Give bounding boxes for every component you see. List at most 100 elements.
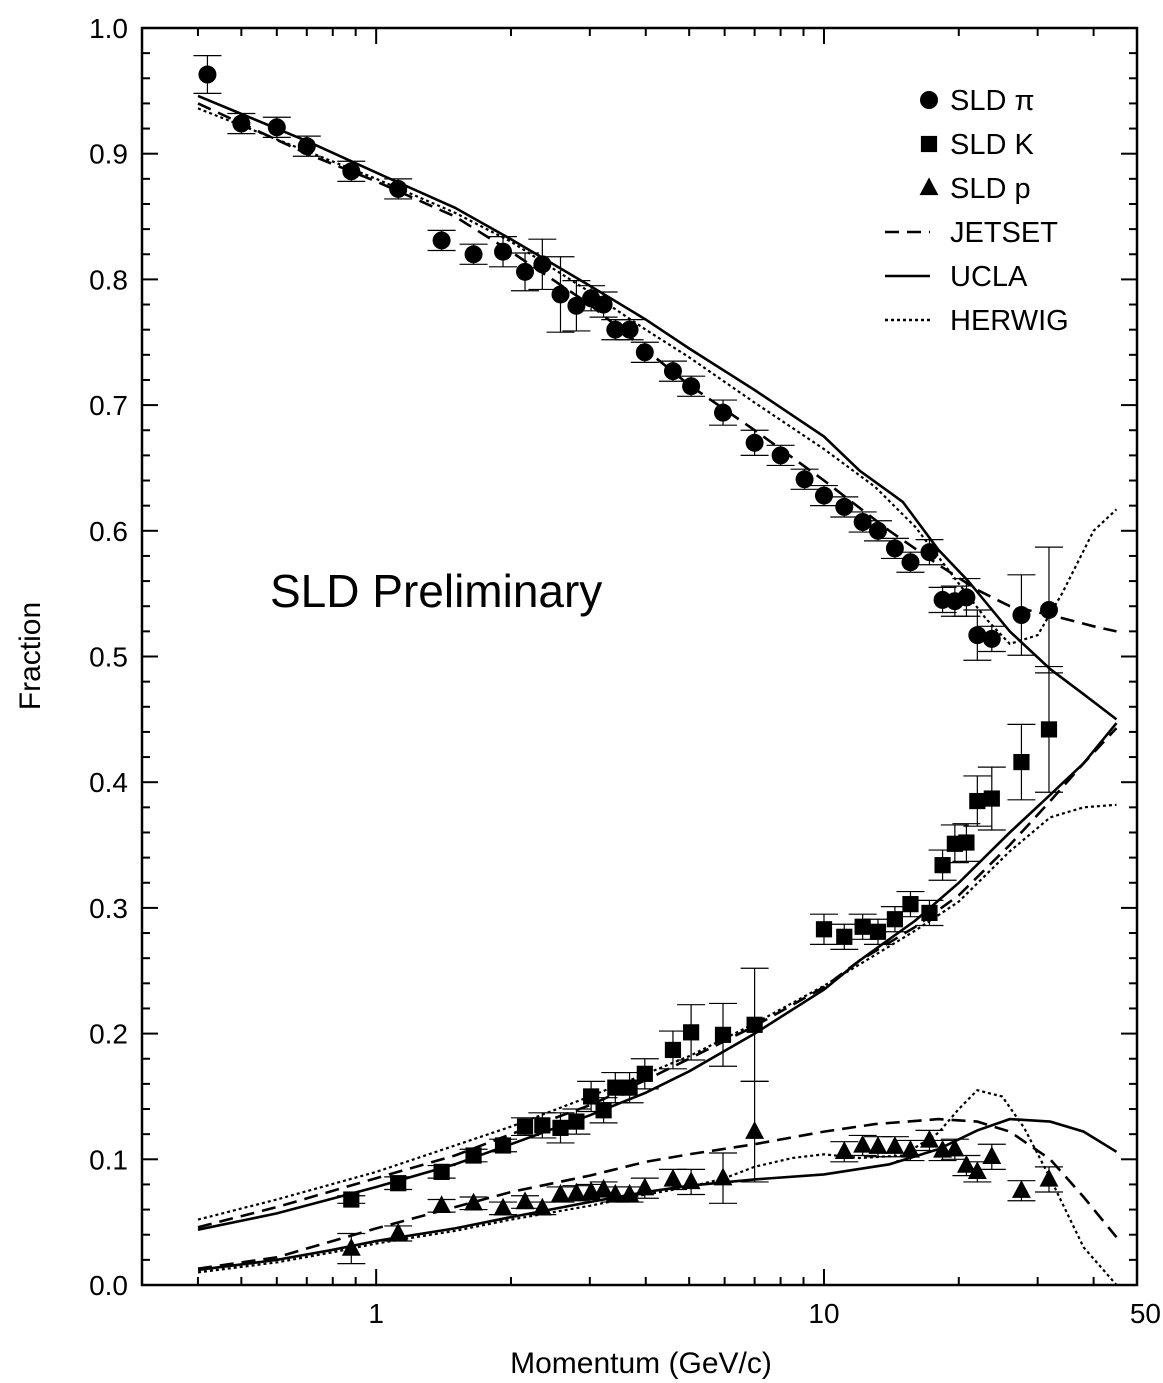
data-point (795, 470, 814, 489)
legend-marker (919, 177, 939, 196)
data-point (958, 834, 975, 851)
data-point (620, 320, 639, 339)
series-sld-k (337, 665, 1063, 1208)
y-tick-label: 0.3 (89, 893, 128, 924)
x-tick-labels: 1 10 50 (368, 1298, 1161, 1329)
data-point (1039, 1168, 1059, 1187)
data-point (620, 1183, 640, 1202)
legend-item: JETSET (885, 217, 1058, 249)
data-point (493, 1197, 513, 1216)
legend: SLD π SLD K SLD p JETSET UCLA HERWIG (885, 85, 1069, 337)
herwig-curve (197, 107, 1118, 646)
data-point (956, 1154, 976, 1173)
data-point (957, 588, 976, 607)
y-tick-label: 0.9 (89, 139, 128, 170)
x-tick-label: 1 (368, 1298, 384, 1329)
herwig-curve (197, 803, 1117, 1221)
legend-item: SLD p (919, 173, 1031, 205)
data-point (566, 1182, 586, 1201)
legend-label: SLD K (950, 129, 1034, 161)
data-point (1013, 753, 1030, 771)
data-point (920, 1129, 939, 1148)
data-point (969, 792, 986, 810)
data-point (853, 513, 872, 532)
y-tick-label: 0.6 (89, 516, 128, 547)
legend-item: UCLA (885, 261, 1028, 293)
data-point (389, 179, 408, 198)
data-point (516, 1118, 534, 1135)
data-point (663, 1168, 683, 1187)
data-point (232, 114, 251, 133)
data-point (532, 1197, 552, 1216)
data-point (853, 1134, 873, 1153)
data-point (921, 904, 938, 922)
data-point (1011, 1180, 1031, 1198)
data-point (886, 911, 904, 928)
data-point (745, 433, 764, 452)
legend-marker (920, 135, 938, 153)
data-point (464, 245, 483, 264)
y-tick-label: 0.5 (89, 642, 128, 673)
data-point (534, 1117, 551, 1134)
ucla-curve (197, 94, 1118, 721)
data-point (606, 320, 625, 339)
legend-item: SLD π (920, 85, 1034, 117)
data-point (494, 242, 513, 261)
series-sld-p (337, 1080, 1063, 1265)
series-herwig (197, 107, 1118, 1286)
data-point (714, 403, 733, 422)
jetset-curve (197, 1117, 1118, 1270)
data-point (885, 539, 904, 558)
data-point (607, 1079, 624, 1096)
data-point (982, 629, 1001, 648)
data-point (869, 923, 887, 940)
axis-ticks (141, 27, 1138, 1286)
data-point (664, 1041, 682, 1059)
jetset-curve (197, 727, 1118, 1229)
legend-label: UCLA (950, 261, 1028, 293)
legend-label: HERWIG (950, 305, 1069, 337)
data-point (714, 1026, 732, 1043)
data-point (815, 921, 833, 938)
legend-item: SLD K (920, 129, 1034, 161)
data-point (583, 1088, 600, 1105)
data-point (902, 896, 919, 913)
y-tick-label: 0.7 (89, 390, 128, 421)
data-point (594, 1178, 614, 1197)
data-point (920, 543, 939, 562)
y-axis-title: Fraction (14, 602, 47, 710)
data-point (342, 162, 361, 181)
y-tick-label: 0.1 (89, 1144, 128, 1175)
x-axis-title: Momentum (GeV/c) (510, 1347, 772, 1380)
data-point (551, 1183, 570, 1202)
data-point (494, 1137, 512, 1154)
y-tick-label: 0.0 (89, 1270, 128, 1301)
data-point (594, 295, 613, 314)
data-point (934, 857, 951, 874)
legend-label: SLD π (950, 85, 1034, 117)
data-point (1040, 721, 1058, 738)
data-point (621, 1079, 638, 1096)
data-point (682, 377, 701, 396)
data-point (681, 1171, 701, 1190)
data-point (983, 790, 1000, 807)
x-tick-label: 50 (1130, 1298, 1161, 1329)
data-point (1012, 606, 1031, 625)
data-point (516, 262, 535, 281)
data-point (901, 553, 920, 572)
data-point (605, 1183, 625, 1202)
data-point (432, 1195, 452, 1213)
data-point (635, 1177, 655, 1196)
herwig-curve (197, 1088, 1118, 1286)
data-point (834, 1141, 854, 1159)
data-point (1039, 600, 1058, 619)
data-point (198, 65, 217, 84)
legend-label: JETSET (950, 217, 1058, 249)
data-point (568, 1113, 585, 1130)
data-point (746, 1016, 763, 1033)
data-point (267, 118, 286, 137)
data-point (341, 1237, 361, 1256)
data-point (713, 1167, 733, 1186)
data-point (552, 1119, 569, 1136)
